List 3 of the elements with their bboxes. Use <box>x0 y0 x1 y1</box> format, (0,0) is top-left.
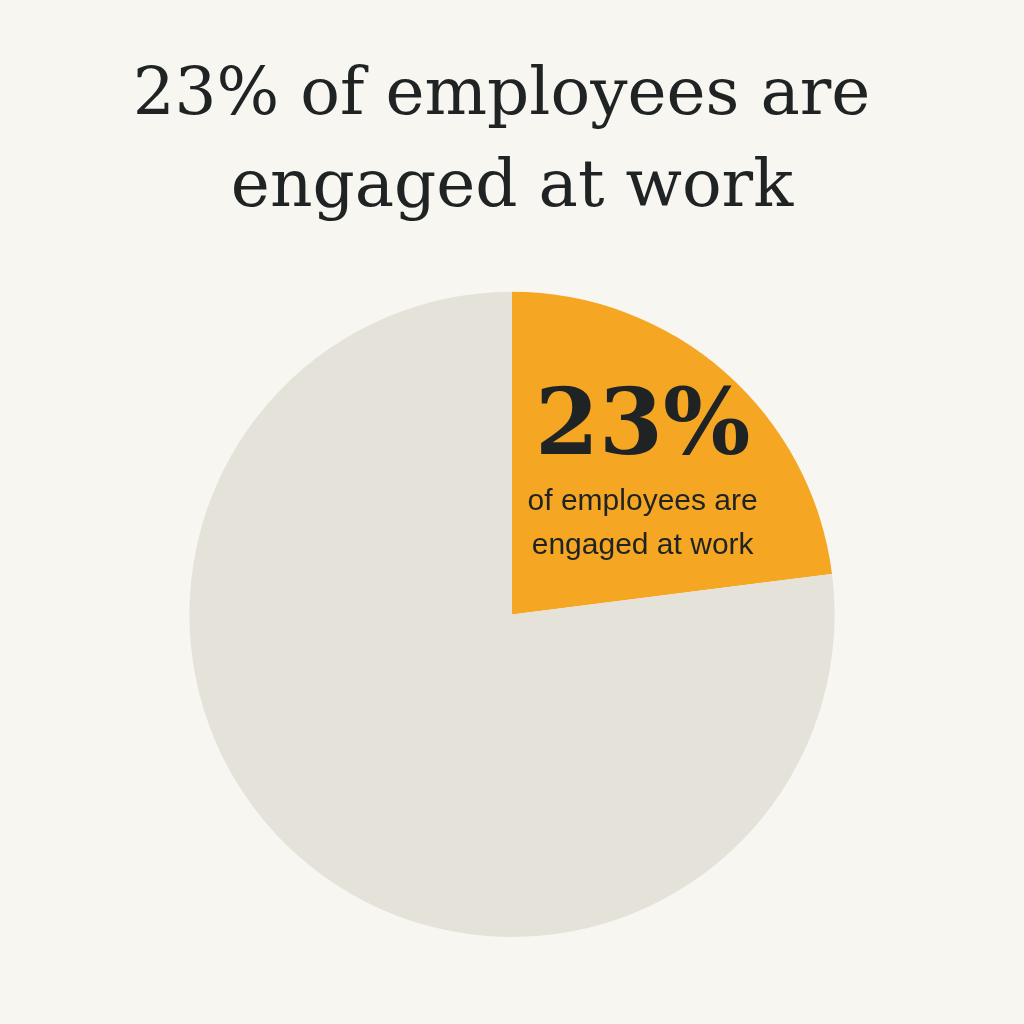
data-label: 23% <box>534 368 751 477</box>
slice-label: of employees are engaged at work <box>527 482 758 560</box>
chart-title: 23% of employees are engaged at work <box>132 52 892 222</box>
